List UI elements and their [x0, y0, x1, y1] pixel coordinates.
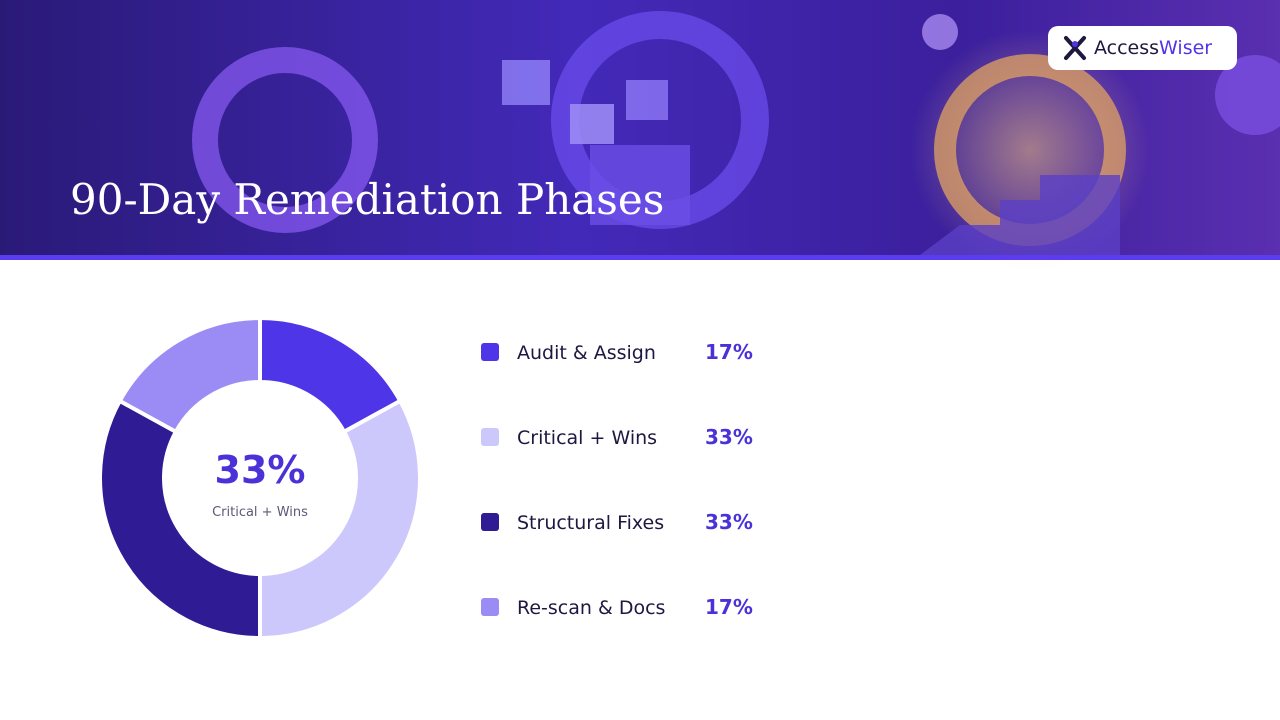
- legend-value: 33%: [705, 425, 753, 449]
- legend-value: 17%: [705, 340, 753, 364]
- legend-label: Re-scan & Docs: [517, 597, 665, 619]
- slide-title: 90-Day Remediation Phases: [70, 175, 664, 224]
- brand-logo: AccessWiser: [1048, 26, 1237, 70]
- donut-slice: [258, 398, 422, 641]
- legend-label: Audit & Assign: [517, 342, 656, 364]
- center-label: Critical + Wins: [212, 505, 308, 520]
- legend-value: 17%: [705, 595, 753, 619]
- legend-swatch: [481, 343, 499, 361]
- donut-slice: [98, 398, 262, 641]
- brand-first: Access: [1094, 37, 1159, 59]
- brand-second: Wiser: [1159, 37, 1212, 59]
- legend-label: Critical + Wins: [517, 427, 657, 449]
- donut-chart: [98, 315, 422, 641]
- legend-swatch: [481, 513, 499, 531]
- legend-label: Structural Fixes: [517, 512, 664, 534]
- brand-name: AccessWiser: [1094, 37, 1212, 59]
- legend-value: 33%: [705, 510, 753, 534]
- legend: Audit & Assign 17% Critical + Wins 33% Struc…: [481, 340, 753, 619]
- legend-swatch: [481, 428, 499, 446]
- legend-swatch: [481, 598, 499, 616]
- center-value: 33%: [215, 448, 306, 492]
- donut-slice: [117, 315, 262, 435]
